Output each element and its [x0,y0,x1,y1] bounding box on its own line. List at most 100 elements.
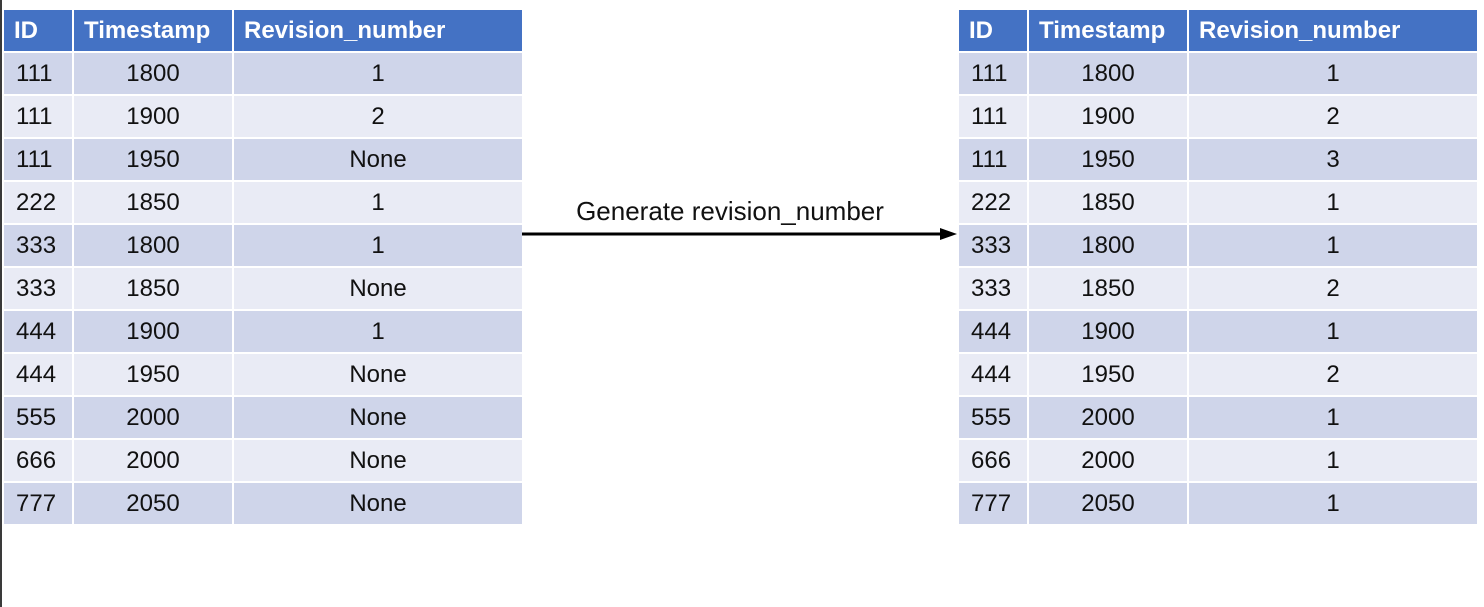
output-header-id: ID [957,8,1029,53]
arrow-label: Generate revision_number [576,196,884,226]
input-table-row: 111 1900 2 [2,94,524,139]
input-cell-id: 333 [2,266,74,311]
output-cell-timestamp: 1950 [1027,352,1189,397]
input-cell-timestamp: 2050 [72,481,234,526]
output-cell-timestamp: 1900 [1027,309,1189,354]
input-cell-timestamp: 1900 [72,94,234,139]
output-cell-timestamp: 1850 [1027,266,1189,311]
output-cell-id: 111 [957,137,1029,182]
output-cell-timestamp: 2000 [1027,395,1189,440]
output-table-row: 333 1800 1 [957,223,1479,268]
output-cell-id: 111 [957,94,1029,139]
input-cell-revision: 2 [232,94,524,139]
output-cell-revision: 2 [1187,94,1479,139]
input-cell-revision: 1 [232,309,524,354]
input-cell-revision: None [232,481,524,526]
input-cell-timestamp: 1800 [72,223,234,268]
output-cell-id: 111 [957,51,1029,96]
input-cell-timestamp: 1950 [72,137,234,182]
output-table: ID Timestamp Revision_number 111 1800 1 111… [957,8,1479,526]
input-cell-timestamp: 1800 [72,51,234,96]
output-cell-revision: 1 [1187,481,1479,526]
input-table-row: 777 2050 None [2,481,524,526]
input-table-row: 333 1850 None [2,266,524,311]
input-cell-id: 111 [2,94,74,139]
input-table-row: 111 1800 1 [2,51,524,96]
output-table-row: 444 1950 2 [957,352,1479,397]
output-cell-revision: 2 [1187,352,1479,397]
input-table-row: 444 1950 None [2,352,524,397]
input-cell-id: 444 [2,352,74,397]
input-cell-revision: 1 [232,51,524,96]
input-cell-timestamp: 1950 [72,352,234,397]
input-cell-revision: None [232,352,524,397]
output-cell-timestamp: 1850 [1027,180,1189,225]
transform-arrow: Generate revision_number [520,190,960,250]
input-cell-timestamp: 2000 [72,438,234,483]
right-arrow-icon [522,228,957,240]
output-table-row: 777 2050 1 [957,481,1479,526]
input-header-id: ID [2,8,74,53]
output-cell-timestamp: 2000 [1027,438,1189,483]
input-cell-timestamp: 1850 [72,180,234,225]
output-table-row: 444 1900 1 [957,309,1479,354]
output-cell-timestamp: 1950 [1027,137,1189,182]
output-table-row: 111 1900 2 [957,94,1479,139]
output-cell-revision: 3 [1187,137,1479,182]
output-cell-revision: 1 [1187,180,1479,225]
input-cell-timestamp: 2000 [72,395,234,440]
input-cell-id: 111 [2,51,74,96]
input-cell-revision: None [232,438,524,483]
output-header-revision: Revision_number [1187,8,1479,53]
output-table-row: 555 2000 1 [957,395,1479,440]
output-cell-revision: 1 [1187,223,1479,268]
input-cell-id: 777 [2,481,74,526]
input-table-row: 111 1950 None [2,137,524,182]
output-cell-id: 222 [957,180,1029,225]
output-cell-revision: 2 [1187,266,1479,311]
input-table: ID Timestamp Revision_number 111 1800 1 111… [2,8,524,526]
input-cell-revision: None [232,137,524,182]
input-header-timestamp: Timestamp [72,8,234,53]
input-table-row: 555 2000 None [2,395,524,440]
output-cell-timestamp: 1800 [1027,223,1189,268]
output-cell-id: 555 [957,395,1029,440]
output-table-row: 333 1850 2 [957,266,1479,311]
output-cell-id: 777 [957,481,1029,526]
input-cell-id: 222 [2,180,74,225]
input-cell-revision: 1 [232,223,524,268]
output-cell-id: 666 [957,438,1029,483]
output-cell-id: 333 [957,223,1029,268]
output-cell-id: 333 [957,266,1029,311]
input-cell-timestamp: 1900 [72,309,234,354]
input-header-revision: Revision_number [232,8,524,53]
input-cell-revision: 1 [232,180,524,225]
input-cell-timestamp: 1850 [72,266,234,311]
input-cell-id: 555 [2,395,74,440]
left-border-line [0,0,2,607]
input-table-header-row: ID Timestamp Revision_number [2,8,524,53]
output-cell-revision: 1 [1187,395,1479,440]
output-cell-revision: 1 [1187,51,1479,96]
input-table-row: 333 1800 1 [2,223,524,268]
input-table-row: 666 2000 None [2,438,524,483]
output-table-row: 666 2000 1 [957,438,1479,483]
output-cell-id: 444 [957,352,1029,397]
input-cell-id: 444 [2,309,74,354]
output-cell-revision: 1 [1187,438,1479,483]
output-cell-timestamp: 1900 [1027,94,1189,139]
output-cell-timestamp: 2050 [1027,481,1189,526]
input-table-row: 444 1900 1 [2,309,524,354]
output-table-row: 111 1800 1 [957,51,1479,96]
input-cell-revision: None [232,266,524,311]
output-table-header-row: ID Timestamp Revision_number [957,8,1479,53]
output-cell-revision: 1 [1187,309,1479,354]
input-cell-id: 666 [2,438,74,483]
output-table-row: 111 1950 3 [957,137,1479,182]
input-cell-revision: None [232,395,524,440]
input-cell-id: 111 [2,137,74,182]
input-table-row: 222 1850 1 [2,180,524,225]
input-cell-id: 333 [2,223,74,268]
output-cell-id: 444 [957,309,1029,354]
output-header-timestamp: Timestamp [1027,8,1189,53]
